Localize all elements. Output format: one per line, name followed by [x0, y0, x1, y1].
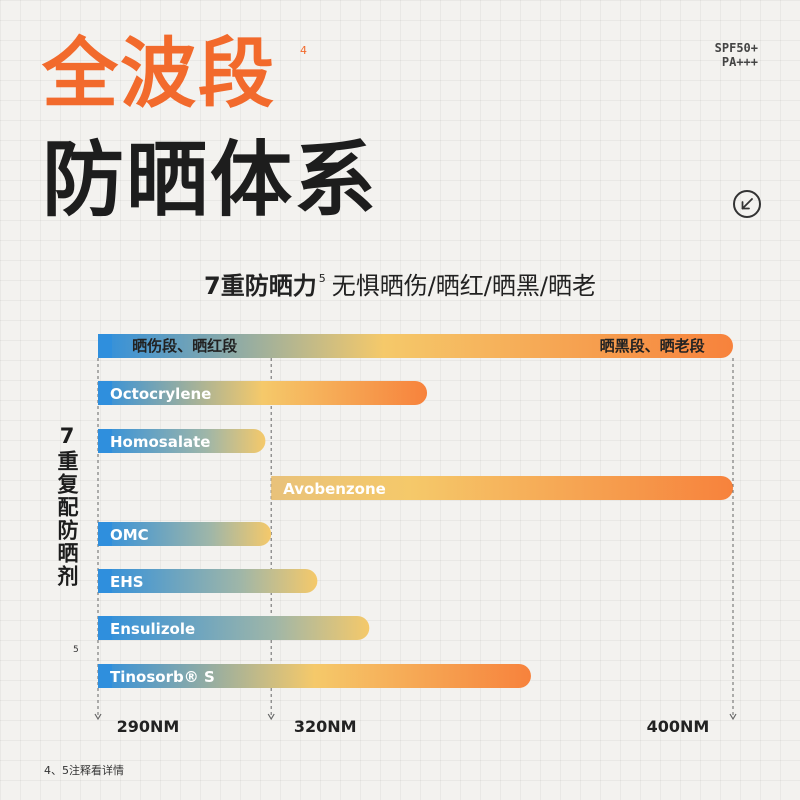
bar-label: Ensulizole [110, 620, 195, 638]
bar-label: OMC [110, 526, 149, 544]
bar-left-edge [98, 429, 112, 453]
bar-label: Tinosorb® S [110, 668, 215, 686]
tick-arrow [729, 713, 737, 721]
y-axis-footnote-ref: 5 [73, 645, 79, 655]
tick-arrow [94, 713, 102, 721]
bar-label: Octocrylene [110, 385, 211, 403]
arrow-glyph [741, 198, 753, 210]
bar-label: Homosalate [110, 433, 210, 451]
title-footnote-ref: 4 [300, 44, 307, 57]
bar-left-edge [98, 381, 112, 405]
arrow-down-left-icon[interactable] [733, 190, 761, 218]
x-tick-label: 320NM [294, 717, 357, 736]
footnote: 4、5注释看详情 [44, 764, 124, 777]
tick-arrow [267, 713, 275, 721]
bar-left-edge [98, 616, 112, 640]
pa-rating: PA+++ [721, 55, 758, 69]
spf-rating: SPF50+ [714, 41, 758, 55]
bar-left-edge [98, 569, 112, 593]
uv-band-bar-edge [98, 334, 112, 358]
bar-label: Avobenzone [283, 480, 386, 498]
x-tick-label: 400NM [647, 717, 710, 736]
bar-avobenzone [271, 476, 733, 500]
subtitle-footnote-ref: 5 [318, 272, 326, 285]
bar-left-edge [271, 476, 286, 500]
band-label: 晒黑段、晒老段 [600, 337, 705, 355]
bar-ehs [98, 569, 318, 593]
bar-left-edge [98, 664, 112, 688]
uv-band-bar [98, 334, 733, 358]
title-line1: 全波段 [42, 29, 276, 118]
title-line2: 防晒体系 [42, 133, 379, 228]
bar-tinosorb-s [98, 664, 531, 688]
bar-omc [98, 522, 272, 546]
band-label: 晒伤段、晒红段 [132, 337, 237, 355]
subtitle-text: 无惧晒伤/晒红/晒黑/晒老 [331, 272, 596, 300]
y-axis-label: 7重复配防晒剂 [55, 424, 79, 588]
bar-left-edge [98, 522, 112, 546]
bar-label: EHS [110, 573, 144, 591]
bar-ensulizole [98, 616, 370, 640]
bar-homosalate [98, 429, 266, 453]
subtitle: 7重防晒力 5 无惧晒伤/晒红/晒黑/晒老 [0, 266, 800, 301]
subtitle-bold: 7重防晒力 [204, 272, 317, 300]
bar-octocrylene [98, 381, 428, 405]
x-tick-label: 290NM [117, 717, 180, 736]
